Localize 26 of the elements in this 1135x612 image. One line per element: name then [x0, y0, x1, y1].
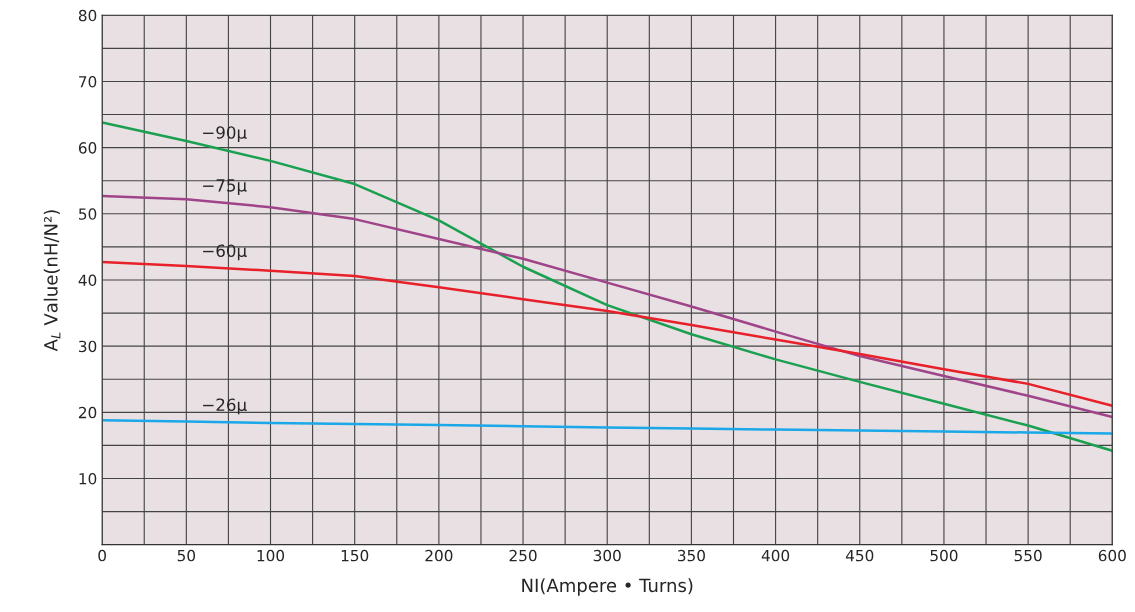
y-tick-label: 20: [78, 406, 97, 419]
y-tick-label: 60: [78, 142, 97, 154]
x-tick-label: 100: [257, 549, 285, 562]
y-tick-label: 80: [78, 9, 97, 22]
y-tick-label: 50: [79, 208, 97, 220]
x-axis-title: NI(Ampere • Turns): [522, 578, 693, 596]
x-tick-label: 0: [98, 549, 106, 562]
x-tick-label: 200: [425, 549, 453, 562]
x-tick-label: 450: [845, 549, 874, 562]
x-tick-label: 500: [930, 549, 958, 562]
y-tick-label: 30: [79, 340, 97, 353]
x-tick-label: 250: [509, 549, 537, 562]
x-tick-label: 550: [1014, 549, 1042, 562]
x-tick-label: 350: [677, 549, 705, 562]
y-tick-label: 40: [78, 274, 97, 287]
y-tick-label: 10: [79, 472, 97, 485]
line-series: [102, 419, 1113, 435]
x-tick-label: 400: [761, 549, 790, 562]
line-series: [102, 194, 1113, 419]
y-axis-title: A$_{L}$ Value(nH/N²): [43, 210, 61, 352]
x-tick-label: 600: [1098, 549, 1126, 562]
y-tick-label: 70: [79, 75, 97, 88]
x-tick-label: 50: [177, 549, 196, 562]
x-tick-label: 300: [593, 549, 621, 562]
x-tick-label: 150: [341, 549, 369, 562]
line-series: [102, 121, 1113, 452]
